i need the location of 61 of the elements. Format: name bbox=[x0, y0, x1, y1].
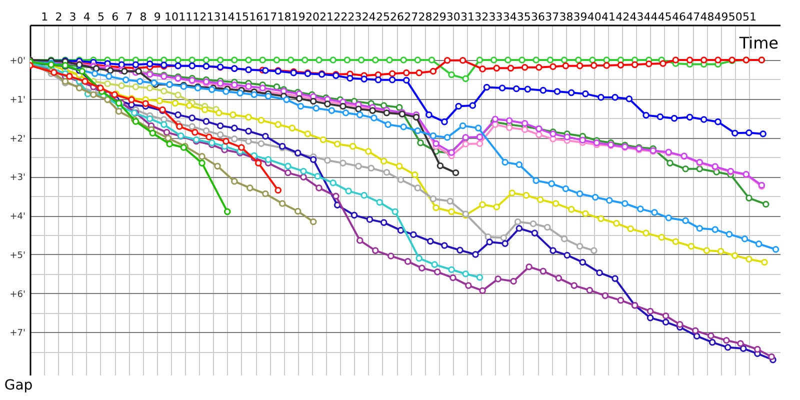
x-tick-label: 46 bbox=[672, 10, 686, 24]
x-tick-label: 10 bbox=[164, 10, 178, 24]
x-tick-label: 27 bbox=[404, 10, 418, 24]
x-tick-label: 51 bbox=[742, 10, 756, 24]
x-tick-label: 5 bbox=[97, 10, 104, 24]
x-tick-label: 15 bbox=[234, 10, 249, 24]
x-tick-label: 6 bbox=[112, 10, 119, 24]
x-tick-label: 50 bbox=[728, 10, 742, 24]
x-tick-label: 7 bbox=[126, 10, 133, 24]
x-tick-label: 4 bbox=[83, 10, 90, 24]
x-tick-label: 21 bbox=[320, 10, 334, 24]
x-tick-label: 12 bbox=[192, 10, 207, 24]
x-tick-label: 38 bbox=[559, 10, 574, 24]
x-tick-label: 33 bbox=[488, 10, 503, 24]
x-tick-label: 49 bbox=[714, 10, 728, 24]
y-axis-title: Gap bbox=[4, 378, 33, 394]
x-tick-label: 25 bbox=[376, 10, 390, 24]
x-tick-label: 17 bbox=[263, 10, 278, 24]
x-axis-title: Time bbox=[738, 34, 778, 52]
x-tick-label: 39 bbox=[573, 10, 588, 24]
x-tick-label: 18 bbox=[277, 10, 292, 24]
x-tick-label: 1 bbox=[41, 10, 48, 24]
y-tick-label: +2' bbox=[10, 134, 26, 144]
x-tick-label: 13 bbox=[206, 10, 221, 24]
y-tick-label: +4' bbox=[10, 212, 26, 222]
x-tick-label: 37 bbox=[545, 10, 560, 24]
x-tick-label: 36 bbox=[531, 10, 546, 24]
x-tick-label: 20 bbox=[305, 10, 320, 24]
x-tick-label: 48 bbox=[700, 10, 714, 24]
y-tick-label: +0' bbox=[10, 56, 26, 66]
y-tick-label: +3' bbox=[10, 173, 26, 184]
x-tick-label: 14 bbox=[220, 10, 235, 24]
x-tick-label: 26 bbox=[390, 10, 404, 24]
x-tick-label: 45 bbox=[658, 10, 672, 24]
y-tick-label: +5' bbox=[10, 250, 26, 261]
x-tick-label: 47 bbox=[686, 10, 700, 24]
x-tick-label: 42 bbox=[616, 10, 630, 24]
x-tick-label: 40 bbox=[587, 10, 602, 24]
y-tick-label: +7' bbox=[10, 328, 26, 339]
x-tick-label: 34 bbox=[502, 10, 517, 24]
x-tick-label: 44 bbox=[644, 10, 658, 24]
x-tick-label: 31 bbox=[460, 10, 475, 24]
x-tick-label: 8 bbox=[140, 10, 147, 24]
x-tick-label: 16 bbox=[249, 10, 264, 24]
x-tick-label: 23 bbox=[348, 10, 362, 24]
x-tick-label: 43 bbox=[630, 10, 644, 24]
x-tick-label: 11 bbox=[178, 10, 193, 24]
x-tick-label: 3 bbox=[69, 10, 76, 24]
x-tick-label: 24 bbox=[362, 10, 376, 24]
x-tick-label: 22 bbox=[334, 10, 348, 24]
x-tick-label: 9 bbox=[154, 10, 161, 24]
x-tick-label: 29 bbox=[432, 10, 446, 24]
x-tick-label: 41 bbox=[602, 10, 616, 24]
x-tick-label: 30 bbox=[446, 10, 460, 24]
x-tick-label: 2 bbox=[55, 10, 62, 24]
x-tick-label: 32 bbox=[474, 10, 489, 24]
y-tick-label: +1' bbox=[10, 95, 26, 106]
x-tick-label: 19 bbox=[291, 10, 306, 24]
x-tick-label: 35 bbox=[516, 10, 531, 24]
y-tick-label: +6' bbox=[10, 290, 26, 300]
x-tick-label: 28 bbox=[418, 10, 432, 24]
